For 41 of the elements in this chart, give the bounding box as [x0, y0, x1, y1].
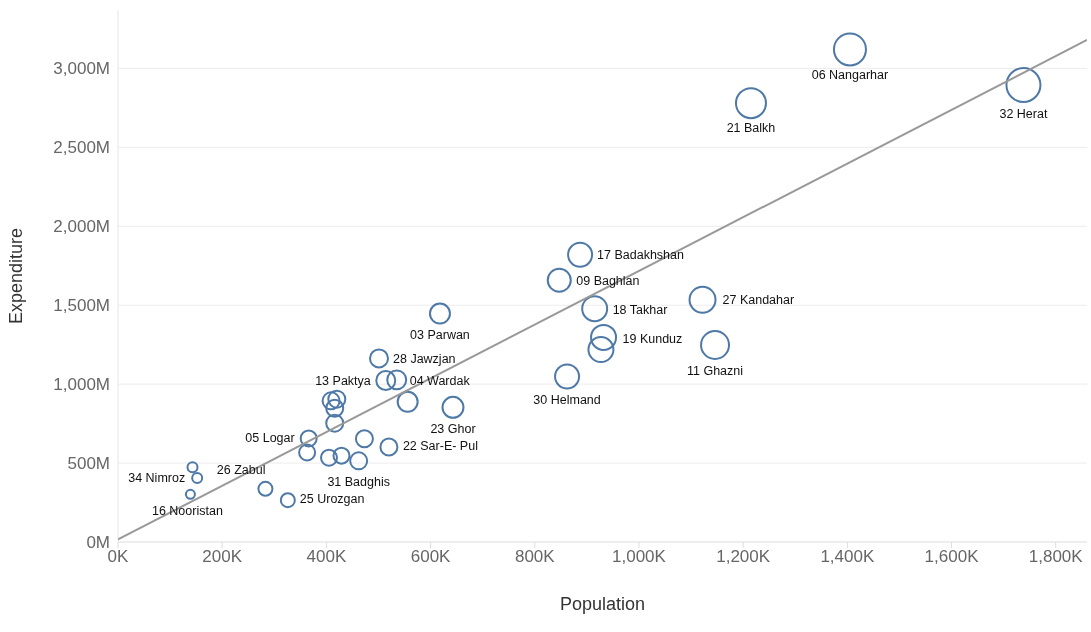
x-axis-title: Population — [559, 594, 646, 614]
annotation: 05 Logar — [245, 430, 295, 445]
annotation: 11 Ghazni — [687, 364, 744, 379]
x-tick-label: 1,000K — [612, 547, 667, 567]
annotation: 17 Badakhshan — [597, 247, 685, 262]
annotation: 16 Nooristan — [151, 503, 223, 518]
annotation: 09 Baghlan — [576, 273, 640, 288]
annotation: 18 Takhar — [612, 302, 668, 317]
annotation: 28 Jawzjan — [393, 351, 456, 366]
y-tick-label: 500M — [67, 454, 110, 474]
annotation: 23 Ghor — [430, 421, 476, 436]
x-tick-label: 1,400K — [820, 547, 875, 567]
annotation: 19 Kunduz — [622, 331, 683, 346]
annotation: 32 Herat — [999, 107, 1048, 122]
annotation: 26 Zabul — [216, 463, 266, 478]
annotation: 34 Nimroz — [128, 471, 186, 486]
annotation: 31 Badghis — [327, 475, 390, 490]
annotation: 21 Balkh — [726, 121, 776, 136]
annotation: 27 Kandahar — [722, 293, 795, 308]
annotation: 04 Wardak — [409, 374, 471, 389]
annotation: 06 Nangarhar — [811, 67, 889, 82]
y-tick-label: 2,000M — [53, 217, 110, 237]
y-tick-label: 2,500M — [53, 138, 110, 158]
annotation: 22 Sar-E- Pul — [402, 439, 478, 454]
annotation: 13 Paktya — [315, 373, 371, 388]
y-tick-label: 0M — [86, 533, 110, 553]
x-tick-label: 1,600K — [924, 547, 980, 567]
y-tick-label: 1,000M — [53, 375, 110, 395]
x-tick-label: 0K — [107, 547, 130, 567]
x-tick-label: 1,200K — [716, 547, 771, 567]
y-tick-label: 3,000M — [53, 59, 110, 79]
x-tick-label: 600K — [410, 547, 452, 567]
x-tick-label: 800K — [514, 547, 556, 567]
x-tick-label: 1,800K — [1028, 547, 1084, 567]
annotation: 30 Helmand — [533, 392, 601, 407]
y-tick-label: 1,500M — [53, 296, 110, 316]
x-tick-label: 200K — [202, 547, 243, 567]
annotation: 25 Urozgan — [299, 492, 365, 507]
x-tick-label: 400K — [306, 547, 347, 567]
y-axis-title: Expenditure — [6, 227, 27, 325]
annotation: 03 Parwan — [410, 327, 470, 342]
